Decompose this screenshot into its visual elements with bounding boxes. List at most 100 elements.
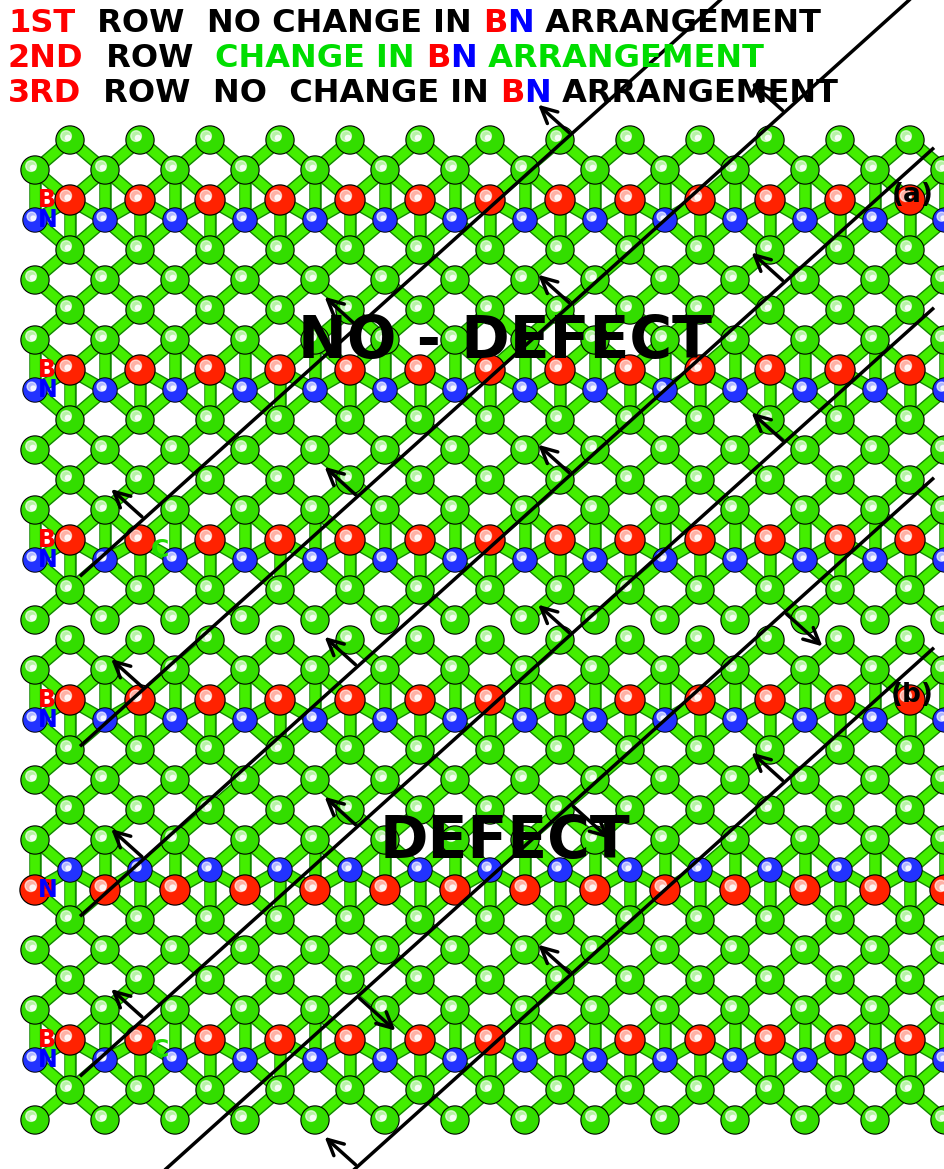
Circle shape: [306, 831, 316, 842]
Circle shape: [660, 885, 666, 891]
Circle shape: [206, 636, 211, 641]
Circle shape: [161, 326, 189, 354]
Circle shape: [341, 970, 351, 982]
Circle shape: [723, 1047, 747, 1072]
Circle shape: [796, 770, 806, 781]
Circle shape: [307, 1052, 316, 1061]
Circle shape: [56, 466, 84, 494]
Circle shape: [236, 831, 246, 842]
Circle shape: [932, 157, 944, 182]
Circle shape: [271, 131, 281, 141]
Circle shape: [582, 1107, 608, 1133]
Circle shape: [766, 305, 770, 311]
Circle shape: [135, 696, 141, 700]
Circle shape: [231, 267, 259, 293]
Circle shape: [480, 1030, 492, 1042]
Text: B: B: [38, 689, 56, 712]
Circle shape: [196, 1075, 224, 1104]
Circle shape: [731, 386, 735, 390]
Circle shape: [864, 549, 886, 570]
Circle shape: [932, 997, 944, 1023]
Circle shape: [512, 437, 538, 463]
Circle shape: [625, 746, 631, 750]
Circle shape: [30, 836, 36, 841]
Circle shape: [25, 161, 37, 172]
Circle shape: [241, 386, 245, 390]
Circle shape: [65, 696, 71, 700]
Circle shape: [27, 382, 36, 392]
Circle shape: [587, 382, 597, 392]
Circle shape: [688, 858, 712, 881]
Circle shape: [236, 1111, 246, 1121]
Circle shape: [231, 766, 259, 794]
Circle shape: [831, 471, 841, 482]
Circle shape: [91, 656, 119, 684]
Circle shape: [801, 386, 805, 390]
Circle shape: [161, 1106, 189, 1134]
Circle shape: [513, 1047, 537, 1072]
Circle shape: [791, 326, 819, 354]
Circle shape: [450, 885, 455, 891]
Circle shape: [940, 836, 944, 841]
Circle shape: [376, 1001, 386, 1011]
Circle shape: [416, 866, 420, 871]
Circle shape: [337, 738, 362, 763]
Circle shape: [791, 606, 819, 634]
Circle shape: [126, 186, 154, 214]
Circle shape: [236, 500, 246, 511]
Bar: [30, 635, 944, 1065]
Circle shape: [406, 736, 434, 765]
Circle shape: [861, 656, 889, 684]
Circle shape: [200, 530, 211, 541]
Circle shape: [651, 606, 679, 634]
Circle shape: [581, 826, 609, 855]
Circle shape: [656, 831, 666, 842]
Circle shape: [59, 859, 81, 881]
Circle shape: [200, 360, 211, 372]
Circle shape: [100, 505, 106, 511]
Circle shape: [335, 1025, 365, 1054]
Circle shape: [166, 441, 177, 451]
Circle shape: [896, 406, 924, 434]
Circle shape: [827, 967, 852, 992]
Circle shape: [827, 738, 852, 763]
Circle shape: [130, 690, 142, 701]
Circle shape: [234, 708, 256, 731]
Circle shape: [827, 127, 852, 153]
Circle shape: [476, 186, 504, 214]
Circle shape: [30, 946, 36, 950]
Circle shape: [586, 331, 597, 341]
Circle shape: [167, 1052, 177, 1061]
Circle shape: [271, 471, 281, 482]
Circle shape: [131, 131, 142, 141]
Circle shape: [30, 276, 36, 281]
Circle shape: [897, 627, 923, 652]
Circle shape: [731, 276, 735, 281]
Circle shape: [127, 237, 153, 263]
Circle shape: [266, 627, 294, 653]
Circle shape: [625, 136, 631, 140]
Circle shape: [443, 548, 467, 572]
Circle shape: [690, 191, 701, 201]
Circle shape: [765, 365, 770, 371]
Circle shape: [826, 906, 854, 934]
Circle shape: [450, 836, 455, 841]
Circle shape: [653, 378, 677, 402]
Circle shape: [521, 1056, 526, 1060]
Circle shape: [30, 775, 36, 781]
Circle shape: [685, 185, 715, 215]
Circle shape: [651, 996, 679, 1024]
Circle shape: [582, 938, 608, 963]
Circle shape: [652, 938, 678, 963]
Circle shape: [236, 660, 246, 671]
Circle shape: [441, 326, 469, 354]
Circle shape: [135, 195, 141, 200]
Circle shape: [21, 496, 49, 524]
Circle shape: [340, 360, 351, 372]
Circle shape: [582, 767, 608, 793]
Circle shape: [514, 379, 536, 401]
Circle shape: [794, 209, 816, 231]
Circle shape: [275, 696, 280, 700]
Circle shape: [826, 236, 854, 264]
Circle shape: [135, 975, 141, 981]
